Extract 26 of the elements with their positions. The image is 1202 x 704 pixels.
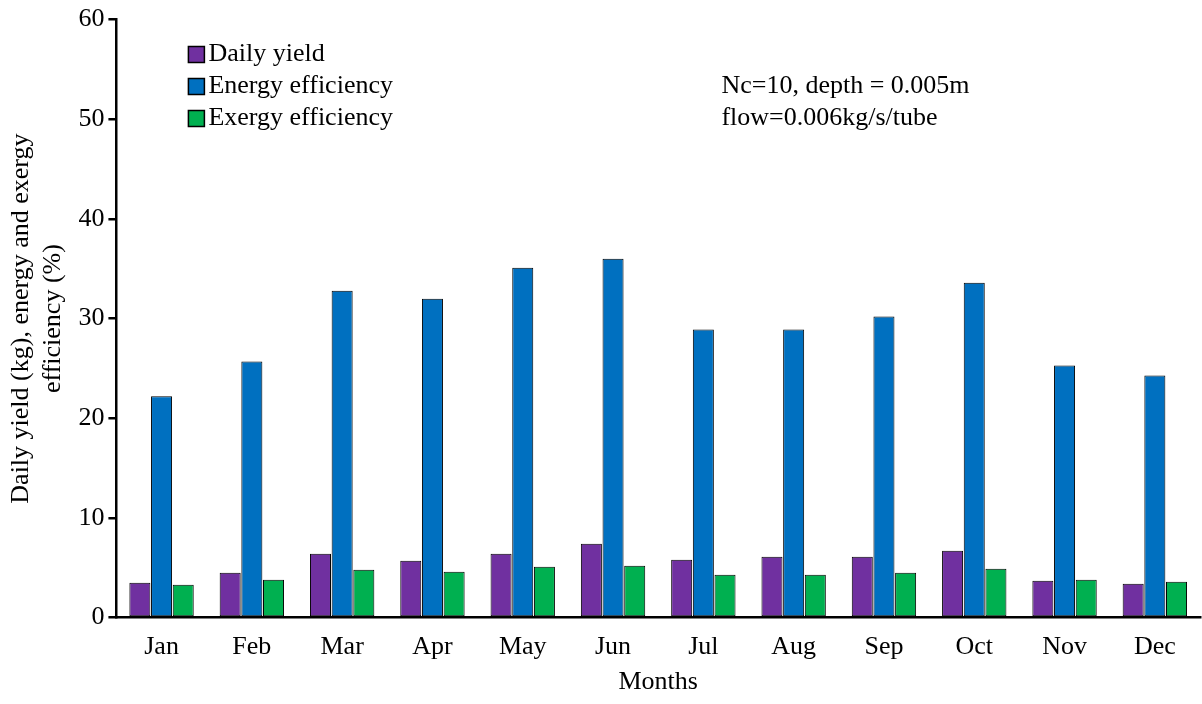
x-tick-label: Jan (144, 631, 179, 661)
x-tick-label: Sep (864, 631, 904, 661)
x-axis-title: Months (618, 666, 698, 696)
legend-label: Energy efficiency (208, 70, 393, 100)
y-tick-label: 10 (78, 501, 105, 531)
x-tick-label: May (498, 631, 547, 661)
annotation: Nc=10, depth = 0.005m (721, 70, 970, 100)
y-tick-label: 60 (78, 3, 105, 33)
y-tick-label: 30 (78, 302, 105, 332)
x-tick-label: Nov (1042, 631, 1087, 661)
x-tick-label: Apr (412, 631, 454, 661)
x-tick-label: Jun (594, 631, 632, 661)
x-tick-label: Aug (771, 631, 817, 661)
x-tick-label: Oct (955, 631, 994, 661)
y-axis-title: Daily yield (kg), energy and exergy efficiency (%) (5, 133, 66, 504)
legend-label: Daily yield (208, 38, 325, 68)
y-tick-label: 20 (78, 402, 105, 432)
x-tick-label: Mar (320, 631, 365, 661)
annotation: flow=0.006kg/s/tube (721, 102, 938, 132)
legend-label: Exergy efficiency (208, 102, 393, 132)
y-tick-label: 40 (78, 202, 105, 232)
x-tick-label: Jul (688, 631, 719, 661)
y-tick-label: 50 (78, 103, 105, 133)
x-tick-label: Dec (1133, 631, 1176, 661)
y-tick-label: 0 (91, 601, 105, 631)
x-tick-label: Feb (232, 631, 272, 661)
